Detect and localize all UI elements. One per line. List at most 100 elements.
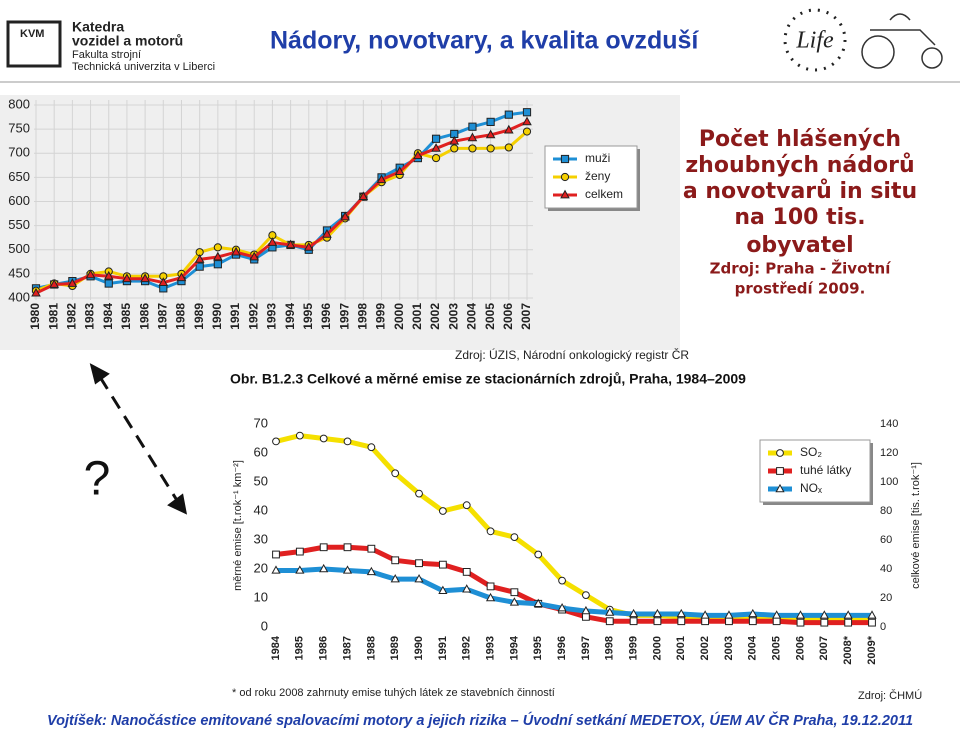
x-tick-label: 2001 (675, 636, 687, 660)
marker (122, 273, 132, 283)
marker (319, 563, 329, 573)
wheel (861, 35, 895, 69)
x-tick-label: 1988 (174, 303, 188, 330)
marker (533, 598, 543, 608)
marker (510, 533, 519, 541)
x-tick-label: 1993 (484, 636, 496, 660)
y-tick-label: 30 (254, 531, 268, 546)
marker (504, 143, 513, 152)
x-tick-label: 1987 (155, 303, 169, 330)
marker (582, 612, 590, 621)
y-tick-label: 0 (261, 618, 268, 633)
marker (367, 544, 376, 553)
chart-source: Zdroj: ÚZIS, Národní onkologický registr… (455, 347, 689, 362)
marker (295, 547, 304, 556)
marker (176, 272, 187, 282)
marker (394, 166, 405, 175)
x-tick-label: 1991 (437, 636, 449, 660)
marker (795, 610, 806, 619)
y-tick-label: 40 (254, 502, 268, 517)
y2-tick-label: 40 (880, 563, 892, 575)
faculty: Fakulta strojní (72, 49, 141, 61)
x-tick-label: 1992 (461, 636, 473, 660)
x-tick-label: 1994 (283, 303, 297, 330)
y-tick-label: 700 (8, 145, 30, 160)
marker (724, 610, 734, 619)
marker (462, 568, 471, 576)
marker (485, 592, 496, 602)
kvm-logo: KVM Katedra vozidel a motorů Fakulta str… (6, 19, 215, 73)
chart-note: * od roku 2008 zahrnuty emise tuhých lát… (232, 687, 555, 699)
question-mark: ? (84, 453, 111, 506)
marker (796, 618, 805, 627)
marker (343, 543, 352, 552)
marker (213, 243, 222, 252)
y-tick-label: 800 (8, 96, 30, 111)
series-line (276, 566, 872, 618)
marker (213, 251, 223, 261)
x-tick-label: 1988 (365, 636, 377, 660)
legend-label: SO₂ (800, 445, 822, 459)
x-tick-label: 2000 (392, 303, 406, 330)
marker (560, 189, 570, 199)
x-tick-label: 2007 (818, 636, 830, 660)
x-tick-label: 2004 (465, 303, 479, 330)
marker (868, 618, 876, 627)
marker (486, 117, 495, 126)
x-tick-label: 2004 (747, 635, 759, 660)
marker (231, 246, 241, 256)
x-tick-label: 1995 (532, 636, 544, 660)
marker (49, 279, 59, 288)
annotation-line: a novotvarů in situ (683, 179, 917, 204)
marker (391, 469, 400, 478)
wheel (921, 47, 943, 69)
marker (438, 507, 447, 515)
y2-tick-label: 20 (880, 592, 892, 604)
marker (486, 582, 495, 591)
arrow-shaft (98, 376, 180, 503)
marker (700, 610, 710, 619)
y-tick-label: 550 (8, 217, 30, 232)
marker (322, 228, 332, 238)
marker (295, 431, 304, 440)
marker (271, 565, 281, 574)
marker (819, 610, 829, 619)
marker (775, 483, 785, 493)
marker (340, 211, 350, 221)
x-tick-label: 2009* (866, 635, 878, 664)
legend-label: NOₓ (800, 481, 822, 495)
series-line (35, 130, 528, 293)
marker (415, 559, 423, 568)
marker (820, 618, 829, 627)
marker (725, 617, 733, 626)
annotation-line: obyvatel (746, 233, 853, 258)
marker (486, 144, 495, 153)
marker (605, 607, 615, 616)
legend-label: muži (585, 151, 610, 165)
x-tick-label: 1986 (137, 303, 151, 330)
marker (194, 254, 205, 263)
marker (582, 591, 590, 599)
marker (467, 132, 478, 142)
x-tick-label: 1999 (374, 303, 388, 330)
marker (629, 617, 638, 626)
x-tick-label: 1990 (413, 636, 425, 660)
life-text: Life (795, 28, 834, 54)
logo-frame (6, 20, 62, 68)
slide-title: Nádory, novotvary, a kvalita ovzduší (270, 27, 699, 55)
x-tick-label: 1996 (556, 636, 568, 660)
marker (272, 550, 280, 559)
marker (652, 608, 663, 618)
marker (748, 617, 757, 626)
y-tick-label: 70 (254, 415, 268, 430)
dept-name: vozidel a motorů (72, 33, 183, 49)
marker (772, 610, 782, 619)
marker (867, 610, 877, 619)
marker (391, 556, 400, 565)
x-tick-label: 1999 (628, 636, 640, 660)
series-line (275, 544, 872, 626)
x-tick-label: 2005 (483, 303, 497, 330)
y-tick-label: 450 (8, 265, 30, 280)
x-tick-label: 1982 (65, 303, 79, 330)
